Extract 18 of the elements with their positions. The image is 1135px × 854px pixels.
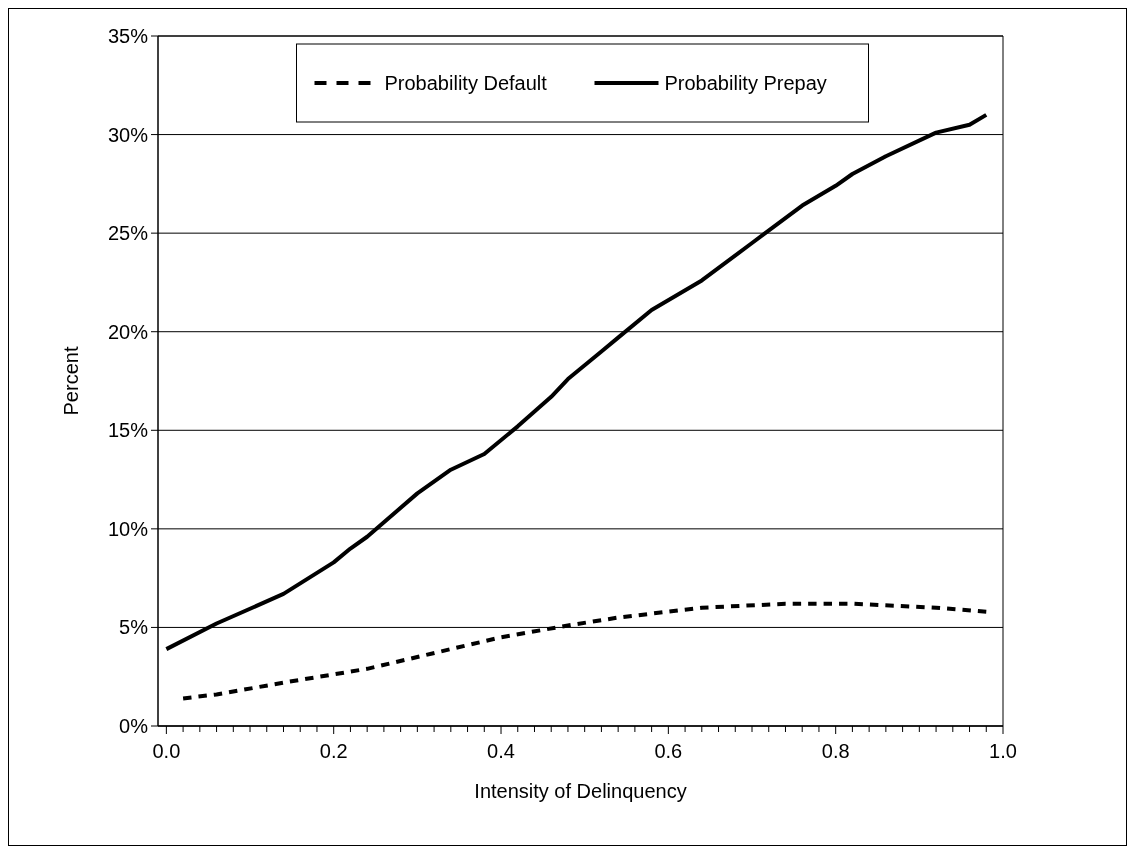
legend-label: Probability Default (384, 72, 548, 94)
y-tick-label: 25% (107, 222, 149, 245)
y-tick-label: 30% (107, 123, 149, 146)
x-tick-label: 0.8 (821, 740, 850, 762)
y-tick-label: 10% (107, 517, 149, 540)
y-tick-label: 5% (119, 616, 149, 639)
y-tick-label: 0% (119, 715, 149, 737)
y-tick-label: 20% (107, 320, 149, 343)
x-tick-label: 0.4 (487, 740, 515, 762)
x-tick-label: 0.6 (654, 740, 683, 762)
y-tick-label: 35% (107, 25, 149, 47)
x-axis-title: Intensity of Delinquency (474, 780, 687, 802)
x-tick-label: 0.2 (319, 740, 348, 762)
y-axis-title: Percent (60, 346, 82, 416)
x-tick-label: 0.0 (152, 740, 181, 762)
x-tick-label: 1.0 (989, 740, 1017, 762)
y-tick-label: 15% (107, 419, 149, 442)
legend-label: Probability Prepay (664, 72, 827, 94)
